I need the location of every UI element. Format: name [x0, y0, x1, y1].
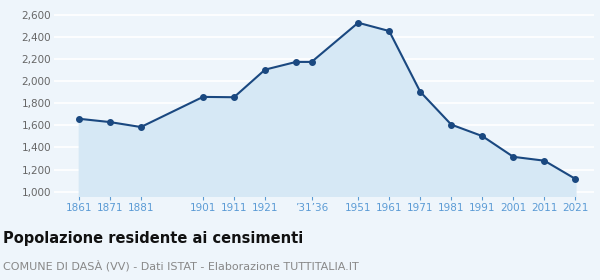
- Text: Popolazione residente ai censimenti: Popolazione residente ai censimenti: [3, 231, 303, 246]
- Text: COMUNE DI DASÀ (VV) - Dati ISTAT - Elaborazione TUTTITALIA.IT: COMUNE DI DASÀ (VV) - Dati ISTAT - Elabo…: [3, 260, 359, 272]
